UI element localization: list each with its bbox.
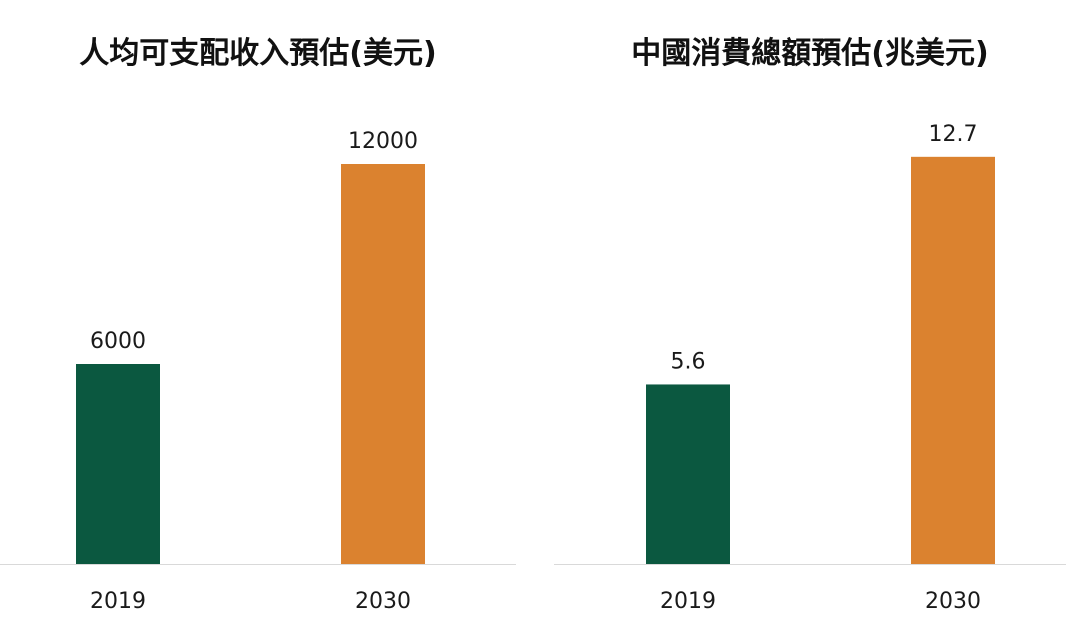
data-label: 12.7 xyxy=(929,122,978,147)
bar-2019 xyxy=(646,384,730,564)
consumption-bar-chart: 5.6 2019 12.7 2030 xyxy=(554,122,1066,614)
data-label: 5.6 xyxy=(671,349,706,374)
x-tick-label: 2030 xyxy=(355,589,411,614)
income-chart-panel: 人均可支配收入預估(美元) 6000 2019 12000 2030 xyxy=(0,0,516,632)
x-tick-label: 2019 xyxy=(660,589,716,614)
data-label: 6000 xyxy=(90,329,146,354)
bar-2030 xyxy=(911,156,995,564)
bar-2019 xyxy=(76,364,160,564)
chart-title: 中國消費總額預估(兆美元) xyxy=(631,36,989,71)
bar-2030 xyxy=(341,164,425,564)
chart-title: 人均可支配收入預估(美元) xyxy=(79,36,437,71)
income-bar-chart: 6000 2019 12000 2030 xyxy=(0,129,516,614)
x-tick-label: 2030 xyxy=(925,589,981,614)
consumption-chart-panel: 中國消費總額預估(兆美元) 5.6 2019 12.7 2030 xyxy=(554,0,1066,632)
x-tick-label: 2019 xyxy=(90,589,146,614)
data-label: 12000 xyxy=(348,129,418,154)
